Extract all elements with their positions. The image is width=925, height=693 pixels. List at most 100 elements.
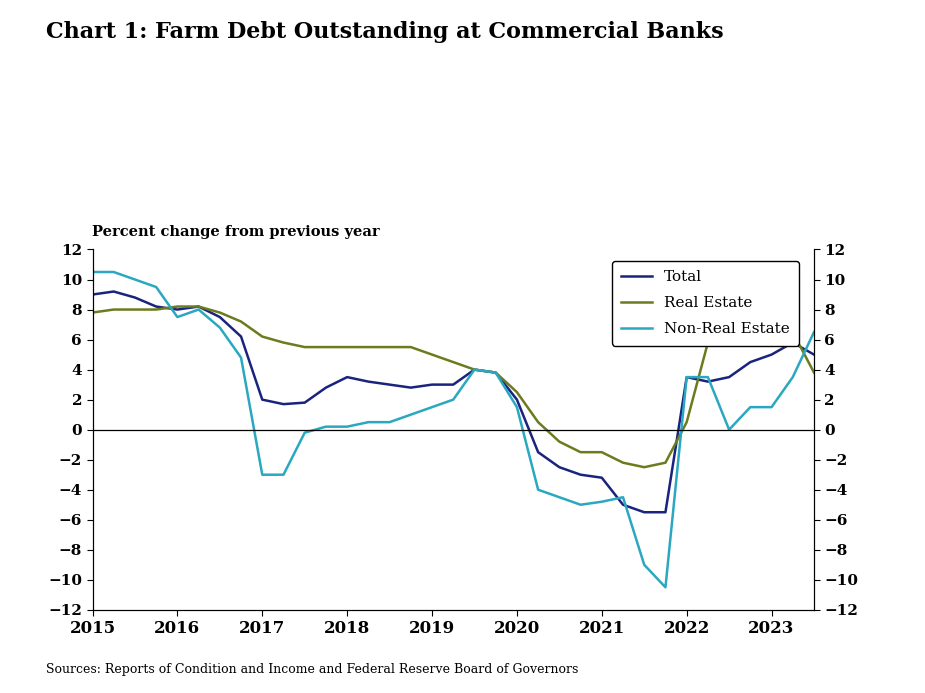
Non-Real Estate xyxy=(151,283,162,291)
Real Estate xyxy=(215,308,226,317)
Real Estate xyxy=(787,328,798,336)
Non-Real Estate xyxy=(554,493,565,502)
Total xyxy=(151,302,162,310)
Non-Real Estate xyxy=(130,275,141,283)
Total xyxy=(257,396,268,404)
Real Estate xyxy=(490,369,501,377)
Real Estate xyxy=(341,343,352,351)
Non-Real Estate xyxy=(681,373,692,381)
Real Estate xyxy=(766,320,777,328)
Non-Real Estate xyxy=(405,410,416,419)
Total xyxy=(745,358,756,366)
Non-Real Estate xyxy=(512,403,523,411)
Line: Non-Real Estate: Non-Real Estate xyxy=(92,272,814,587)
Total xyxy=(723,373,734,381)
Real Estate xyxy=(469,365,480,374)
Non-Real Estate xyxy=(320,423,331,431)
Total xyxy=(299,398,310,407)
Non-Real Estate xyxy=(702,373,713,381)
Non-Real Estate xyxy=(638,561,649,569)
Total xyxy=(638,508,649,516)
Total xyxy=(490,369,501,377)
Real Estate xyxy=(448,358,459,366)
Real Estate xyxy=(597,448,608,456)
Line: Total: Total xyxy=(92,292,814,512)
Total xyxy=(130,293,141,301)
Total xyxy=(108,288,119,296)
Real Estate xyxy=(808,369,820,377)
Non-Real Estate xyxy=(575,500,586,509)
Total xyxy=(660,508,671,516)
Real Estate xyxy=(554,437,565,446)
Total xyxy=(384,380,395,389)
Real Estate xyxy=(702,338,713,346)
Real Estate xyxy=(87,308,98,317)
Non-Real Estate xyxy=(469,365,480,374)
Non-Real Estate xyxy=(766,403,777,411)
Legend: Total, Real Estate, Non-Real Estate: Total, Real Estate, Non-Real Estate xyxy=(612,261,799,346)
Real Estate xyxy=(193,302,204,310)
Non-Real Estate xyxy=(363,418,374,426)
Non-Real Estate xyxy=(787,373,798,381)
Non-Real Estate xyxy=(108,267,119,276)
Total xyxy=(320,383,331,392)
Non-Real Estate xyxy=(808,328,820,336)
Non-Real Estate xyxy=(278,471,289,479)
Total xyxy=(808,351,820,359)
Real Estate xyxy=(512,388,523,396)
Real Estate xyxy=(618,459,629,467)
Real Estate xyxy=(257,333,268,341)
Total xyxy=(533,448,544,456)
Total xyxy=(426,380,438,389)
Total xyxy=(448,380,459,389)
Real Estate xyxy=(172,302,183,310)
Non-Real Estate xyxy=(172,313,183,321)
Non-Real Estate xyxy=(490,369,501,377)
Text: Percent change from previous year: Percent change from previous year xyxy=(92,225,380,239)
Non-Real Estate xyxy=(299,428,310,437)
Non-Real Estate xyxy=(660,583,671,591)
Total xyxy=(766,351,777,359)
Line: Real Estate: Real Estate xyxy=(92,306,814,467)
Non-Real Estate xyxy=(448,396,459,404)
Real Estate xyxy=(745,313,756,321)
Non-Real Estate xyxy=(533,486,544,494)
Total xyxy=(215,313,226,321)
Real Estate xyxy=(363,343,374,351)
Total xyxy=(597,473,608,482)
Total xyxy=(469,365,480,374)
Total xyxy=(87,290,98,299)
Real Estate xyxy=(236,317,247,326)
Non-Real Estate xyxy=(723,426,734,434)
Total xyxy=(236,333,247,341)
Real Estate xyxy=(384,343,395,351)
Real Estate xyxy=(299,343,310,351)
Non-Real Estate xyxy=(597,498,608,506)
Total xyxy=(702,378,713,386)
Total xyxy=(681,373,692,381)
Total xyxy=(554,463,565,471)
Non-Real Estate xyxy=(236,353,247,362)
Real Estate xyxy=(638,463,649,471)
Real Estate xyxy=(681,418,692,426)
Real Estate xyxy=(278,338,289,346)
Text: Chart 1: Farm Debt Outstanding at Commercial Banks: Chart 1: Farm Debt Outstanding at Commer… xyxy=(46,21,724,43)
Non-Real Estate xyxy=(257,471,268,479)
Real Estate xyxy=(320,343,331,351)
Real Estate xyxy=(151,306,162,314)
Total xyxy=(193,302,204,310)
Non-Real Estate xyxy=(193,306,204,314)
Non-Real Estate xyxy=(215,324,226,332)
Text: Sources: Reports of Condition and Income and Federal Reserve Board of Governors: Sources: Reports of Condition and Income… xyxy=(46,663,579,676)
Total xyxy=(172,306,183,314)
Real Estate xyxy=(723,313,734,321)
Non-Real Estate xyxy=(426,403,438,411)
Real Estate xyxy=(108,306,119,314)
Total xyxy=(512,396,523,404)
Non-Real Estate xyxy=(87,267,98,276)
Total xyxy=(341,373,352,381)
Total xyxy=(618,500,629,509)
Real Estate xyxy=(405,343,416,351)
Non-Real Estate xyxy=(745,403,756,411)
Non-Real Estate xyxy=(341,423,352,431)
